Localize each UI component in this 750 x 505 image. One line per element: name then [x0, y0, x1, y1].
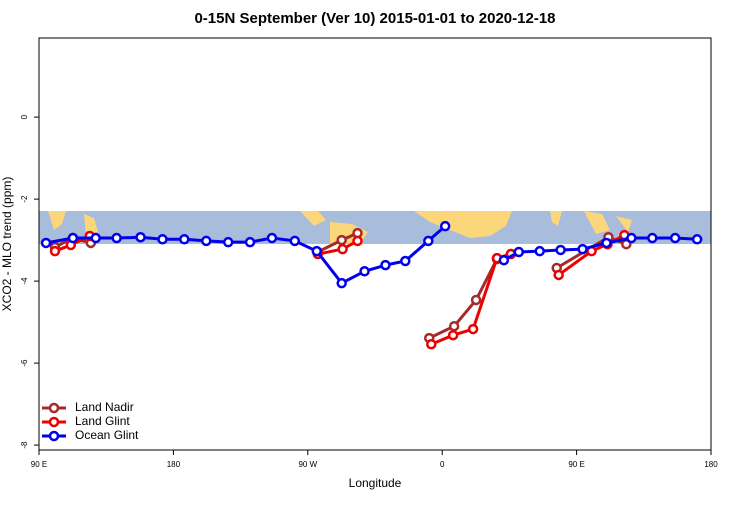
point [439, 220, 451, 232]
legend-marker [48, 430, 60, 442]
y-tick-label: -2 [20, 195, 29, 203]
legend-label: Land Nadir [75, 400, 134, 414]
point [601, 237, 612, 249]
point [626, 232, 637, 244]
legend-label: Land Glint [75, 414, 130, 428]
legend-label: Ocean Glint [75, 428, 139, 442]
point [426, 338, 437, 350]
y-tick-label: 0 [20, 114, 29, 119]
point [400, 255, 411, 267]
point [337, 243, 348, 255]
point [553, 269, 564, 281]
legend-marker [48, 402, 60, 414]
x-tick-label: 180 [704, 460, 718, 469]
point [577, 243, 588, 255]
point [467, 323, 479, 335]
x-tick-label: 180 [167, 460, 181, 469]
y-tick-label: -8 [20, 441, 29, 449]
point [447, 329, 459, 341]
point [111, 232, 122, 244]
point [179, 234, 190, 245]
chart-title: 0-15N September (Ver 10) 2015-01-01 to 2… [194, 10, 555, 27]
x-tick-label: 90 W [298, 460, 317, 469]
x-axis-label: Longitude [349, 476, 402, 490]
point [336, 277, 347, 289]
point [222, 236, 234, 248]
point [352, 235, 363, 247]
point [380, 259, 391, 271]
point [90, 232, 101, 244]
point [448, 320, 460, 332]
point [513, 246, 525, 258]
point [498, 254, 510, 266]
legend-marker [48, 416, 60, 428]
plot-frame [38, 37, 712, 451]
point [201, 235, 212, 247]
point [157, 234, 168, 245]
point [647, 232, 658, 244]
point [423, 235, 434, 247]
point [336, 234, 347, 246]
point [691, 234, 703, 245]
y-tick-label: -6 [20, 359, 29, 367]
point [311, 245, 323, 257]
point [534, 245, 545, 257]
point [359, 266, 370, 277]
point [49, 245, 61, 257]
y-tick-label: -4 [20, 277, 29, 285]
y-axis-label: XCO2 - MLO trend (ppm) [0, 177, 14, 312]
x-tick-label: 90 E [568, 460, 584, 469]
point [470, 294, 482, 306]
point [669, 232, 681, 244]
point [244, 236, 256, 248]
x-tick-label: 90 E [31, 460, 47, 469]
point [289, 235, 301, 247]
point [67, 232, 79, 244]
point [555, 244, 566, 256]
point [40, 237, 52, 249]
point [135, 231, 146, 243]
point [266, 232, 278, 244]
x-tick-label: 0 [440, 460, 445, 469]
